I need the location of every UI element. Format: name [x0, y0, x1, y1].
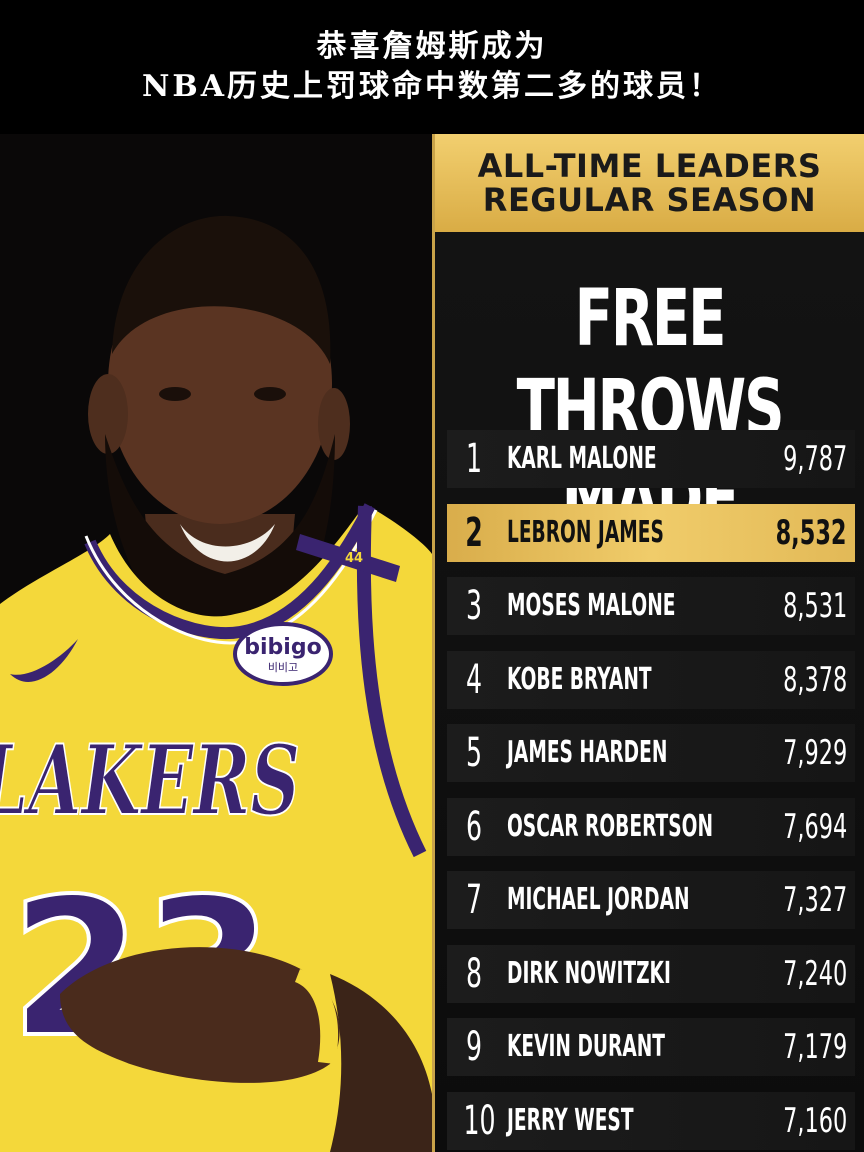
leader-row: 2 LEBRON JAMES 8,532 [447, 503, 855, 562]
leader-name: KOBE BRYANT [507, 661, 652, 697]
top-banner: 恭喜詹姆斯成为 NBA历史上罚球命中数第二多的球员！ [0, 0, 864, 134]
leader-row: 1 KARL MALONE 9,787 [447, 430, 855, 488]
leader-value: 8,531 [782, 586, 847, 626]
leader-name: JERRY WEST [507, 1102, 634, 1138]
leader-name: JAMES HARDEN [507, 735, 668, 770]
leader-rank: 9 [465, 1024, 483, 1070]
leader-rank: 3 [465, 583, 483, 629]
leader-value: 7,240 [782, 953, 847, 994]
leader-value: 9,787 [782, 439, 847, 479]
leader-value: 7,160 [782, 1100, 847, 1141]
leader-row: 4 KOBE BRYANT 8,378 [447, 650, 855, 709]
header-line-1: ALL-TIME LEADERS [477, 147, 822, 185]
leader-rank: 6 [465, 803, 483, 850]
leader-value: 8,532 [776, 512, 847, 553]
leader-row: 5 JAMES HARDEN 7,929 [447, 724, 855, 782]
leader-rank: 2 [465, 509, 483, 556]
header-line-2: REGULAR SEASON [482, 181, 817, 219]
leader-name: DIRK NOWITZKI [507, 955, 671, 991]
leader-row: 9 KEVIN DURANT 7,179 [447, 1018, 855, 1076]
team-wordmark: LAKERS [0, 724, 300, 837]
banner-line-2: NBA历史上罚球命中数第二多的球员！ [141, 69, 723, 104]
player-illustration: 44 bibigo 비비고 LAKERS 23 [0, 134, 432, 1152]
leader-row: 6 OSCAR ROBERTSON 7,694 [447, 797, 855, 856]
leader-rank: 7 [465, 877, 483, 923]
leader-name: OSCAR ROBERTSON [507, 808, 714, 844]
leaders-list: 1 KARL MALONE 9,787 2 LEBRON JAMES 8,532 3 MOSE… [447, 430, 855, 1152]
leader-value: 7,179 [782, 1027, 847, 1067]
sponsor-label: bibigo [244, 635, 321, 660]
leader-row: 3 MOSES MALONE 8,531 [447, 577, 855, 635]
leader-name: MICHAEL JORDAN [507, 882, 690, 917]
leader-rank: 10 [463, 1097, 496, 1144]
leader-row: 8 DIRK NOWITZKI 7,240 [447, 944, 855, 1003]
strap-number: 44 [345, 551, 363, 566]
leader-row: 7 MICHAEL JORDAN 7,327 [447, 871, 855, 929]
leader-value: 8,378 [782, 659, 847, 700]
leader-value: 7,694 [782, 806, 847, 847]
leader-rank: 5 [465, 730, 483, 776]
leader-rank: 4 [465, 656, 483, 703]
leaders-panel: ALL-TIME LEADERS REGULAR SEASON FREE THR… [432, 134, 864, 1152]
leader-rank: 8 [465, 950, 483, 997]
leader-value: 7,929 [782, 733, 847, 773]
leader-name: KARL MALONE [507, 441, 657, 476]
leader-value: 7,327 [782, 880, 847, 920]
leader-rank: 1 [465, 436, 483, 482]
sponsor-sub-label: 비비고 [268, 661, 298, 674]
banner-line-1: 恭喜詹姆斯成为 [316, 29, 548, 64]
leader-name: KEVIN DURANT [507, 1029, 665, 1064]
leader-name: LEBRON JAMES [507, 514, 664, 550]
leader-name: MOSES MALONE [507, 588, 676, 623]
leader-row: 10 JERRY WEST 7,160 [447, 1091, 855, 1150]
swoosh-icon [10, 639, 78, 682]
panel-header: ALL-TIME LEADERS REGULAR SEASON [435, 134, 864, 232]
player-photo: 44 bibigo 비비고 LAKERS 23 [0, 134, 432, 1152]
sponsor-badge [233, 622, 333, 686]
